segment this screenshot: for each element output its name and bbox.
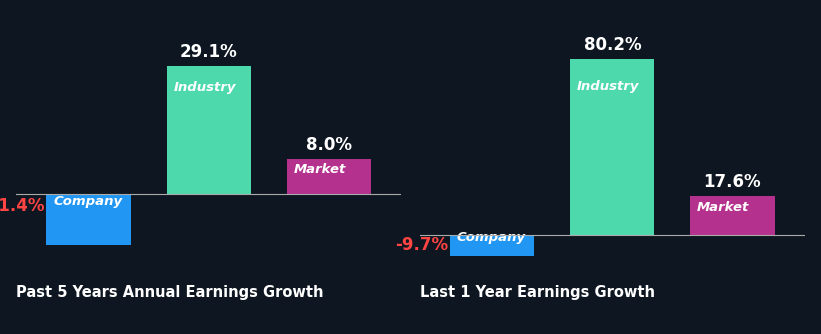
Bar bbox=[690, 196, 774, 234]
Text: Company: Company bbox=[456, 231, 526, 244]
Text: 80.2%: 80.2% bbox=[584, 36, 641, 54]
Text: 29.1%: 29.1% bbox=[180, 43, 237, 61]
Bar bbox=[167, 66, 250, 194]
Text: Industry: Industry bbox=[577, 80, 640, 93]
Text: -9.7%: -9.7% bbox=[396, 235, 448, 254]
Text: Last 1 Year Earnings Growth: Last 1 Year Earnings Growth bbox=[420, 285, 655, 300]
Text: Past 5 Years Annual Earnings Growth: Past 5 Years Annual Earnings Growth bbox=[16, 285, 324, 300]
Bar bbox=[450, 234, 534, 256]
Bar bbox=[571, 59, 654, 234]
Text: Company: Company bbox=[53, 195, 122, 208]
Text: 17.6%: 17.6% bbox=[704, 173, 761, 191]
Text: Industry: Industry bbox=[173, 81, 236, 95]
Text: -11.4%: -11.4% bbox=[0, 197, 45, 215]
Bar bbox=[287, 159, 371, 194]
Text: Market: Market bbox=[697, 201, 750, 214]
Text: Market: Market bbox=[293, 163, 346, 176]
Bar bbox=[47, 194, 131, 245]
Text: 8.0%: 8.0% bbox=[305, 136, 352, 154]
